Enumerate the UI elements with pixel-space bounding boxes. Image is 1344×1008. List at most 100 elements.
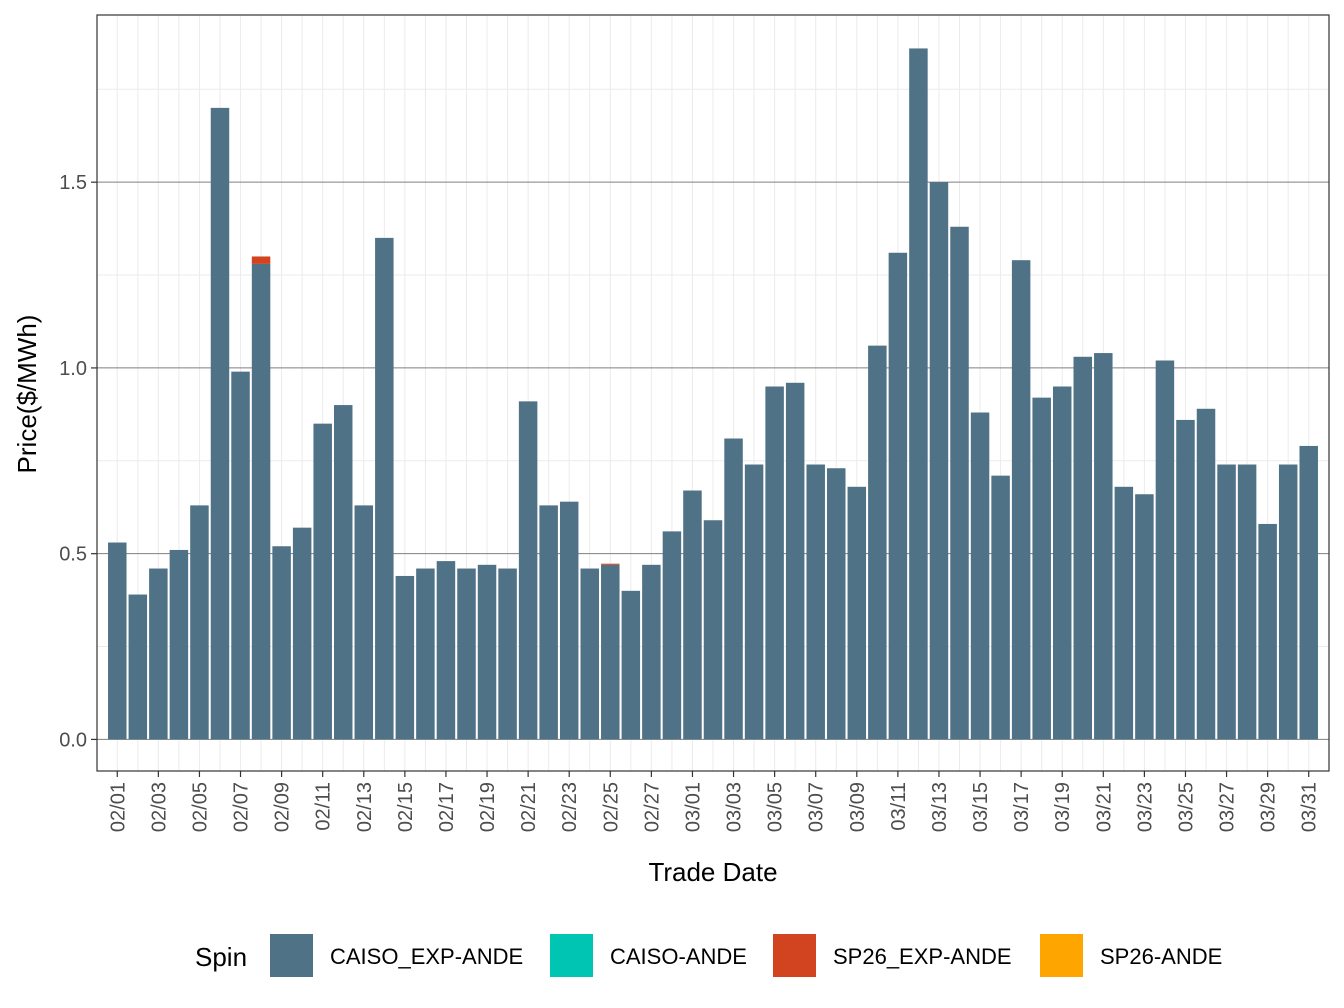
bar-caiso-exp-ande (375, 237, 394, 740)
y-tick-label: 0.5 (59, 544, 87, 566)
bar-caiso-exp-ande (251, 263, 271, 740)
bar-caiso-exp-ande (662, 531, 682, 740)
bar-caiso-exp-ande (1299, 445, 1318, 740)
legend-items: CAISO_EXP-ANDE CAISO-ANDE SP26_EXP-ANDE SP2… (270, 934, 1222, 977)
bar-caiso-exp-ande (580, 568, 599, 740)
x-tick-label: 02/13 (354, 782, 376, 832)
bar-caiso-exp-ande (1237, 464, 1257, 740)
bar-caiso-exp-ande (1278, 464, 1298, 740)
bar-caiso-exp-ande (1011, 260, 1031, 740)
x-tick-label: 02/17 (436, 782, 458, 832)
bar-caiso-exp-ande (847, 486, 867, 740)
x-tick-label: 02/21 (518, 782, 540, 832)
x-tick-label: 03/11 (888, 782, 910, 831)
bar-caiso-exp-ande (210, 107, 230, 740)
bar-caiso-exp-ande (1032, 397, 1051, 740)
bar-caiso-exp-ande (724, 438, 743, 740)
bar-caiso-exp-ande (1155, 360, 1175, 740)
bar-caiso-exp-ande (991, 475, 1010, 740)
x-tick-label: 03/05 (765, 782, 787, 832)
bar-caiso-exp-ande (642, 564, 661, 740)
bar-caiso-exp-ande (1196, 408, 1216, 740)
bar-caiso-exp-ande (108, 542, 127, 740)
bar-caiso-exp-ande (313, 423, 332, 740)
x-tick-label: 03/15 (970, 782, 992, 832)
y-axis-title: Price($/MWh) (12, 315, 42, 474)
bar-caiso-exp-ande (1135, 494, 1154, 740)
x-tick-label: 02/05 (189, 782, 211, 832)
x-tick-label: 03/31 (1299, 782, 1321, 832)
bar-caiso-exp-ande (1114, 486, 1134, 740)
bar-caiso-exp-ande (970, 412, 990, 740)
bar-caiso-exp-ande (868, 345, 887, 740)
legend-label: CAISO_EXP-ANDE (330, 944, 523, 969)
bar-caiso-exp-ande (354, 505, 374, 740)
x-tick-label: 02/23 (559, 782, 581, 832)
bar-caiso-exp-ande (1217, 464, 1236, 740)
bar-caiso-exp-ande (950, 226, 969, 740)
bar-sp26-exp-ande (251, 256, 271, 264)
bar-caiso-exp-ande (395, 575, 415, 740)
x-tick-label: 03/09 (847, 782, 869, 832)
bar-caiso-exp-ande (621, 590, 641, 740)
x-tick-label: 02/19 (477, 782, 499, 832)
y-tick-label: 1.0 (59, 358, 87, 380)
bar-caiso-exp-ande (292, 527, 312, 740)
x-tick-label: 03/25 (1175, 782, 1197, 832)
x-tick-label: 03/23 (1134, 782, 1156, 832)
bars (108, 48, 1318, 740)
bar-caiso-exp-ande (1052, 386, 1072, 740)
bar-caiso-exp-ande (703, 520, 723, 740)
x-tick-label: 03/29 (1258, 782, 1280, 832)
bar-caiso-exp-ande (190, 505, 209, 740)
x-tick-label: 02/01 (107, 782, 129, 832)
y-tick-label: 1.5 (59, 172, 87, 194)
bar-caiso-exp-ande (1094, 353, 1113, 740)
bar-caiso-exp-ande (1073, 356, 1093, 740)
bar-caiso-exp-ande (169, 549, 189, 740)
bar-caiso-exp-ande (601, 564, 620, 740)
x-tick-label: 03/01 (682, 782, 704, 832)
x-tick-label: 03/17 (1011, 782, 1033, 832)
legend-label: CAISO-ANDE (610, 944, 747, 969)
bar-caiso-exp-ande (272, 546, 291, 740)
x-tick-label: 02/03 (148, 782, 170, 832)
bar-caiso-exp-ande (888, 252, 908, 740)
bar-caiso-exp-ande (744, 464, 764, 740)
legend-key (270, 934, 313, 977)
bar-caiso-exp-ande (539, 505, 558, 740)
bar-caiso-exp-ande (128, 594, 148, 740)
y-tick-label: 0.0 (59, 729, 87, 751)
bar-sp26-exp-ande (601, 563, 620, 565)
bar-caiso-exp-ande (231, 371, 250, 740)
bar-caiso-exp-ande (436, 561, 456, 740)
bar-caiso-exp-ande (1258, 523, 1277, 740)
x-tick-label: 03/19 (1052, 782, 1074, 832)
legend-label: SP26_EXP-ANDE (833, 944, 1012, 969)
legend-title: Spin (195, 942, 247, 972)
bar-caiso-exp-ande (477, 564, 497, 740)
bar-caiso-exp-ande (683, 490, 702, 740)
bar-caiso-exp-ande (498, 568, 517, 740)
x-tick-label: 03/13 (929, 782, 951, 832)
bar-caiso-exp-ande (1176, 419, 1195, 740)
x-tick-label: 02/07 (231, 782, 253, 832)
legend-key (550, 934, 593, 977)
bar-caiso-exp-ande (149, 568, 168, 740)
panel-border (96, 14, 1330, 772)
bar-caiso-exp-ande (518, 401, 538, 740)
y-axis: 0.0 0.5 1.0 1.5 (59, 172, 97, 751)
bar-caiso-exp-ande (785, 382, 805, 740)
legend-label: SP26-ANDE (1100, 944, 1222, 969)
x-axis-title: Trade Date (648, 857, 777, 887)
x-tick-label: 02/25 (600, 782, 622, 832)
x-tick-label: 03/07 (806, 782, 828, 832)
bar-caiso-exp-ande (827, 468, 846, 740)
bar-caiso-exp-ande (909, 48, 928, 740)
bar-caiso-exp-ande (929, 182, 949, 740)
bar-caiso-exp-ande (559, 501, 579, 740)
legend: Spin CAISO_EXP-ANDE CAISO-ANDE SP26_EXP-AN… (195, 934, 1222, 977)
x-tick-label: 03/03 (724, 782, 746, 832)
x-axis: 02/01 02/03 02/05 02/07 02/09 02/11 02/13 02/15… (107, 771, 1321, 832)
